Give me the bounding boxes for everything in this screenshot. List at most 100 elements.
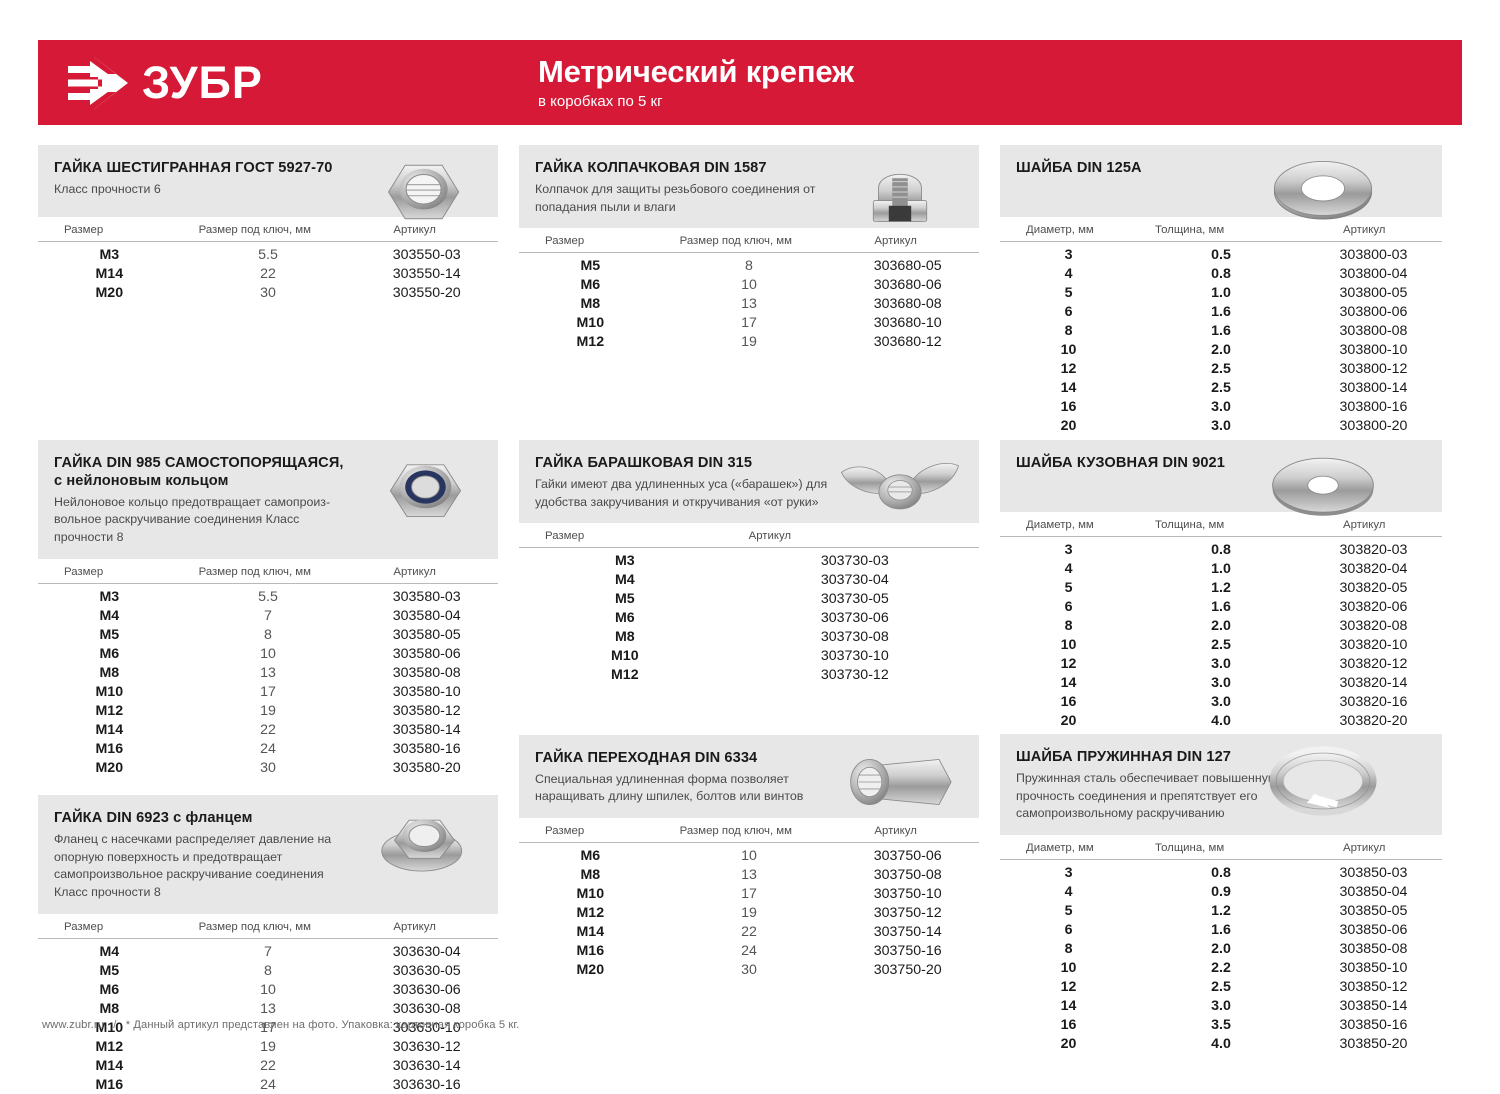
cell-article: 303730-03: [820, 553, 889, 570]
cell-value: 19: [260, 1038, 276, 1055]
spring-washer-photo: [1258, 742, 1388, 820]
cell-article: 303630-10: [392, 1019, 461, 1036]
table-row: 16 3.0 303800-16: [1000, 398, 1442, 417]
table-row: 4 0.9 303850-04: [1000, 882, 1442, 901]
table-row: M4 7 303580-04: [38, 606, 498, 625]
spec-table: Размер Артикул M3 303730-03 M4 303730-04 M5 303…: [519, 523, 979, 685]
table-row: M14 22 303630-14: [38, 1056, 498, 1075]
cell-value: 1.2: [1211, 902, 1231, 919]
cell-size: 8: [1064, 323, 1073, 339]
cell-value: 10: [260, 981, 276, 998]
product-title: ГАЙКА ШЕСТИГРАННАЯ ГОСТ 5927-70: [54, 160, 333, 176]
cell-size: 16: [1060, 1016, 1077, 1033]
cell-value: 8: [264, 626, 272, 643]
brand-logo: ЗУБР: [68, 55, 528, 111]
cell-size: M10: [576, 315, 605, 332]
cell-size: M14: [576, 923, 605, 940]
cell-article: 303730-10: [820, 648, 889, 665]
cell-article: 303820-14: [1339, 674, 1408, 691]
cell-value: 10: [741, 277, 757, 294]
product-title: ШАЙБА КУЗОВНАЯ DIN 9021: [1016, 454, 1225, 471]
cell-article: 303630-16: [392, 1076, 461, 1093]
cell-value: 13: [741, 296, 757, 313]
zubr-arrow-icon: [68, 55, 130, 111]
cell-article: 303630-12: [392, 1038, 461, 1055]
column-header: Размер под ключ, мм: [180, 913, 356, 939]
cell-value: 24: [260, 740, 276, 757]
cell-article: 303580-05: [392, 626, 461, 643]
cell-size: M3: [614, 553, 635, 570]
cell-size: M10: [610, 648, 639, 665]
table-row: 14 2.5 303800-14: [1000, 379, 1442, 398]
product-description: Колпачок для защиты резьбового соединени…: [535, 182, 816, 214]
cell-size: 5: [1064, 579, 1073, 596]
table-row: 12 2.5 303800-12: [1000, 360, 1442, 379]
cell-size: M16: [576, 942, 605, 959]
cell-article: 303750-10: [873, 885, 942, 902]
cell-value: 24: [741, 942, 757, 959]
cell-value: 30: [260, 285, 276, 301]
cell-size: M12: [610, 667, 639, 684]
cell-value: 7: [264, 943, 272, 960]
cell-value: 3.0: [1211, 693, 1231, 710]
cell-size: M20: [95, 759, 124, 776]
cell-article: 303580-16: [392, 740, 461, 757]
product-title: ГАЙКА ПЕРЕХОДНАЯ DIN 6334: [535, 749, 758, 766]
cell-size: 5: [1064, 902, 1073, 919]
column-header: Размер: [38, 558, 181, 584]
cell-size: M12: [95, 1038, 124, 1055]
cell-value: 1.6: [1211, 598, 1231, 615]
cell-value: 17: [260, 1019, 276, 1036]
table-row: M4 7 303630-04: [38, 938, 498, 961]
cell-value: 30: [260, 759, 276, 776]
product-block-din-315: ГАЙКА БАРАШКОВАЯ DIN 315 Гайки имеют два …: [519, 439, 979, 685]
cell-size: M10: [576, 885, 605, 902]
column-header: Артикул: [836, 228, 979, 254]
product-info-band: ШАЙБА КУЗОВНАЯ DIN 9021: [1000, 439, 1442, 516]
cell-article: 303850-16: [1339, 1016, 1408, 1033]
cell-value: 2.5: [1211, 978, 1231, 995]
cell-size: 6: [1064, 921, 1073, 938]
cell-article: 303750-12: [873, 904, 942, 921]
cell-article: 303750-20: [873, 961, 942, 978]
table-row: M12 19 303630-12: [38, 1037, 498, 1056]
footer-site[interactable]: www.zubr.ru: [42, 1019, 105, 1031]
cell-article: 303750-08: [873, 866, 942, 883]
table-header-row: Размер Размер под ключ, мм Артикул: [519, 817, 979, 843]
cell-size: 14: [1060, 380, 1077, 396]
cell-size: 14: [1060, 674, 1077, 691]
table-row: M6 303730-06: [519, 609, 979, 628]
column-header: Артикул: [1304, 217, 1442, 242]
cell-article: 303730-08: [820, 629, 889, 646]
cell-article: 303820-04: [1339, 560, 1408, 577]
table-row: 5 1.2 303820-05: [1000, 578, 1442, 597]
cell-article: 303820-10: [1339, 636, 1408, 653]
cell-value: 19: [741, 904, 757, 921]
product-block-din-9021: ШАЙБА КУЗОВНАЯ DIN 9021 Диаметр, мм Толщи…: [1000, 439, 1442, 731]
cell-size: M12: [576, 904, 605, 921]
cell-size: 8: [1064, 940, 1073, 957]
cell-value: 10: [260, 645, 276, 662]
table-row: M3 5.5 303580-03: [38, 583, 498, 606]
cell-value: 0.8: [1211, 864, 1231, 881]
cell-size: M20: [95, 285, 124, 301]
table-row: 6 1.6 303850-06: [1000, 920, 1442, 939]
cell-value: 2.0: [1211, 617, 1231, 634]
product-info-band: ШАЙБА DIN 125A: [1000, 145, 1442, 220]
table-row: 10 2.0 303800-10: [1000, 341, 1442, 360]
cell-size: 5: [1064, 285, 1073, 301]
cell-value: 4.0: [1211, 712, 1231, 729]
product-info-band: ГАЙКА КОЛПАЧКОВАЯ DIN 1587 Колпачок для з…: [519, 145, 979, 229]
product-block-din-6923: ГАЙКА DIN 6923 с фланцем Фланец с насечка…: [38, 795, 498, 1094]
cell-article: 303800-06: [1339, 304, 1408, 320]
cell-size: 10: [1060, 959, 1077, 976]
table-header-row: Размер Размер под ключ, мм Артикул: [38, 913, 498, 939]
table-row: M14 22 303550-14: [38, 265, 498, 284]
table-row: M12 303730-12: [519, 666, 979, 685]
table-row: M3 5.5 303550-03: [38, 242, 498, 265]
column-header: Толщина, мм: [1137, 834, 1305, 860]
cell-size: 10: [1060, 342, 1077, 358]
cell-size: 4: [1064, 883, 1073, 900]
cell-size: 16: [1060, 693, 1077, 710]
table-row: M10 17 303680-10: [519, 314, 979, 333]
